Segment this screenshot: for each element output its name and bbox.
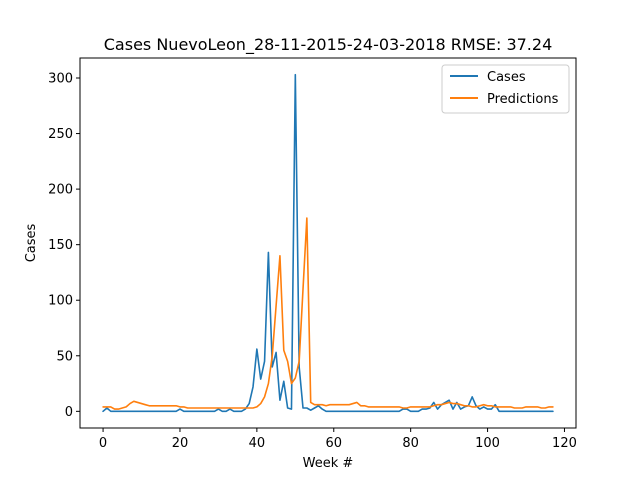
plot-area (80, 58, 576, 428)
x-tick-label: 20 (172, 436, 189, 451)
x-tick-label: 0 (99, 436, 107, 451)
y-tick-label: 300 (48, 72, 73, 87)
series-line-cases (102, 73, 554, 413)
plot-frame (79, 57, 577, 429)
x-tick-label: 120 (552, 436, 577, 451)
legend-label-cases: Cases (487, 70, 526, 85)
y-tick-label: 0 (65, 405, 73, 420)
series-lines (102, 73, 554, 413)
x-tick-label: 40 (249, 436, 266, 451)
x-tick-label: 100 (475, 436, 500, 451)
y-tick-label: 50 (56, 349, 73, 364)
y-tick-label: 200 (48, 183, 73, 198)
legend-label-predictions: Predictions (487, 92, 559, 107)
x-tick-label: 60 (325, 436, 342, 451)
y-axis-label: Cases (24, 223, 39, 262)
series-line-predictions (102, 217, 554, 410)
y-tick-label: 150 (48, 238, 73, 253)
x-tick-label: 80 (402, 436, 419, 451)
x-axis-ticks: 0 20 40 60 80 100 120 (99, 428, 577, 451)
y-axis-ticks: 0 50 100 150 200 250 300 (48, 72, 80, 420)
chart-title: Cases NuevoLeon_28-11-2015-24-03-2018 RM… (104, 35, 553, 55)
y-tick-label: 250 (48, 127, 73, 142)
x-axis-label: Week # (303, 456, 354, 471)
legend: Cases Predictions (441, 64, 570, 114)
y-tick-label: 100 (48, 294, 73, 309)
